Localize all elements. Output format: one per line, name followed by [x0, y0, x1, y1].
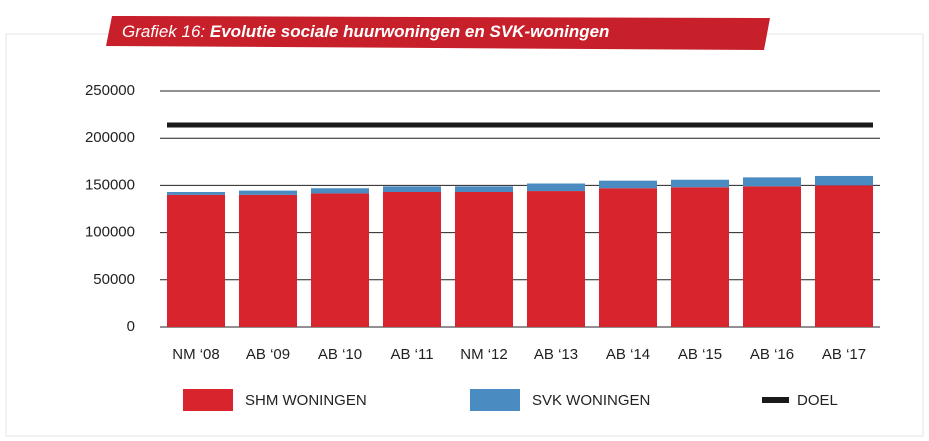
bar	[671, 179, 729, 188]
legend-label: DOEL	[797, 392, 838, 409]
bar	[815, 185, 873, 327]
x-tick-label: AB ‘09	[246, 346, 290, 363]
bar	[671, 187, 729, 327]
title-text: Evolutie sociale huurwoningen en SVK-won…	[210, 22, 610, 41]
bar	[527, 183, 585, 192]
bar	[167, 192, 225, 195]
bar	[383, 192, 441, 327]
bar	[239, 190, 297, 195]
y-tick-label: 200000	[85, 129, 135, 146]
y-tick-label: 50000	[93, 271, 135, 288]
x-tick-label: AB ‘16	[750, 346, 794, 363]
bar	[455, 186, 513, 193]
x-tick-label: AB ‘14	[606, 346, 650, 363]
x-tick-label: AB ‘10	[318, 346, 362, 363]
bar	[455, 192, 513, 327]
x-tick-label: AB ‘11	[390, 346, 433, 363]
title-banner	[106, 16, 770, 50]
legend-swatch	[183, 389, 233, 411]
legend-swatch	[762, 397, 789, 403]
legend-swatch	[470, 389, 520, 411]
x-tick-label: NM ‘08	[172, 346, 220, 363]
bar	[743, 186, 801, 327]
x-tick-label: AB ‘15	[678, 346, 722, 363]
x-tick-label: AB ‘13	[534, 346, 578, 363]
bar	[743, 177, 801, 187]
title-label: Grafiek 16:	[122, 22, 205, 41]
legend-label: SVK WONINGEN	[532, 392, 650, 409]
bar	[311, 188, 369, 194]
bar	[311, 193, 369, 327]
x-tick-label: AB ‘17	[822, 346, 866, 363]
y-tick-label: 250000	[85, 82, 135, 99]
bar	[167, 194, 225, 327]
x-tick-label: NM ‘12	[460, 346, 508, 363]
bar	[239, 194, 297, 327]
bar	[527, 191, 585, 327]
y-tick-label: 0	[127, 318, 135, 335]
y-tick-label: 100000	[85, 224, 135, 241]
bar	[383, 186, 441, 193]
bar	[599, 188, 657, 327]
bar	[599, 180, 657, 189]
bar	[815, 175, 873, 186]
y-tick-label: 150000	[85, 176, 135, 193]
chart-title: Grafiek 16: Evolutie sociale huurwoninge…	[122, 22, 609, 41]
legend-label: SHM WONINGEN	[245, 392, 367, 409]
